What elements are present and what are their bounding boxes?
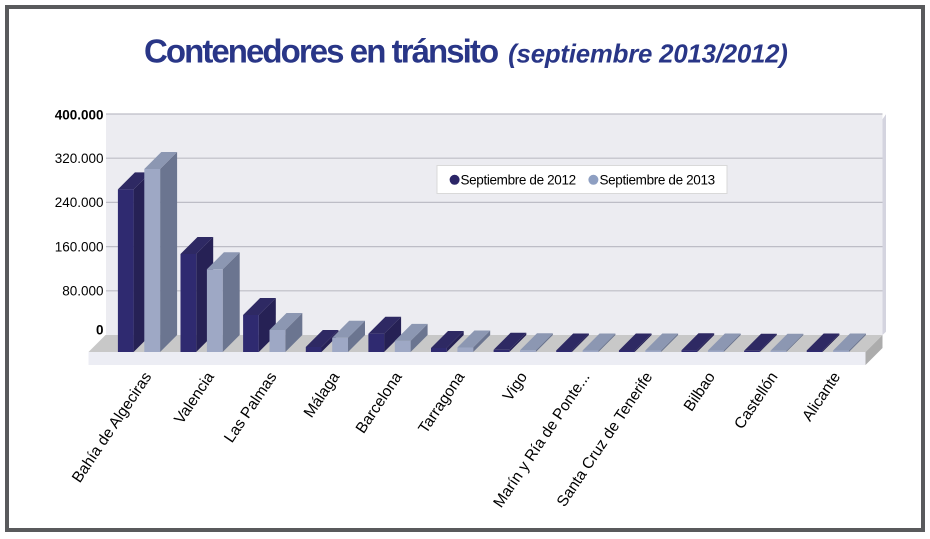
svg-text:0: 0 xyxy=(96,323,104,338)
svg-text:160.000: 160.000 xyxy=(55,239,104,254)
svg-text:Málaga: Málaga xyxy=(301,369,344,421)
svg-text:Valencia: Valencia xyxy=(171,369,218,427)
svg-text:Castellón: Castellón xyxy=(731,369,781,432)
svg-text:Contenedores en tránsito(septi: Contenedores en tránsito (septiembre 2013… xyxy=(144,33,788,70)
svg-text:240.000: 240.000 xyxy=(55,195,104,210)
svg-text:Alicante: Alicante xyxy=(799,369,844,424)
svg-text:Vigo: Vigo xyxy=(500,369,531,404)
svg-text:Bilbao: Bilbao xyxy=(681,369,719,414)
svg-text:Barcelona: Barcelona xyxy=(353,369,406,437)
svg-text:320.000: 320.000 xyxy=(55,151,104,166)
svg-text:80.000: 80.000 xyxy=(62,284,103,299)
svg-text:Las Palmas: Las Palmas xyxy=(221,369,281,446)
svg-text:400.000: 400.000 xyxy=(55,108,104,123)
svg-text:Tarragona: Tarragona xyxy=(415,369,468,437)
svg-text:Septiembre de 2013: Septiembre de 2013 xyxy=(600,172,715,187)
svg-text:Bahía de Algeciras: Bahía de Algeciras xyxy=(69,369,156,486)
svg-text:Septiembre de 2012: Septiembre de 2012 xyxy=(461,172,576,187)
